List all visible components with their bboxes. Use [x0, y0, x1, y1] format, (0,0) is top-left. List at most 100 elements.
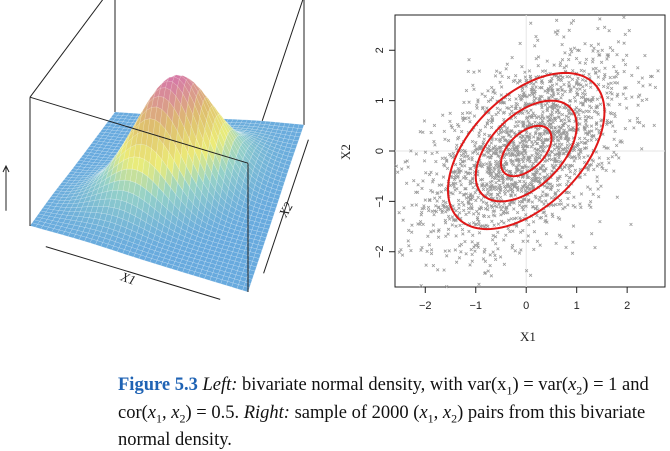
scatter-point: [597, 27, 600, 30]
scatter-point: [596, 180, 599, 183]
scatter-point: [493, 224, 496, 227]
scatter-point: [541, 70, 544, 73]
scatter-point: [492, 188, 495, 191]
scatter-point: [433, 213, 436, 216]
scatter-point: [569, 170, 572, 173]
scatter-point: [415, 153, 418, 156]
scatter-point: [494, 254, 497, 257]
scatter-point: [546, 173, 549, 176]
scatter-point: [550, 158, 553, 161]
figure-caption: Figure 5.3 Left: bivariate normal densit…: [118, 374, 663, 451]
scatter-point: [443, 269, 446, 272]
scatter-point: [572, 225, 575, 228]
scatter-point: [496, 197, 499, 200]
scatter-point: [495, 70, 498, 73]
scatter-point: [455, 234, 458, 237]
scatter-point: [459, 180, 462, 183]
scatter-point: [602, 85, 605, 88]
scatter-point: [448, 218, 451, 221]
scatter-point: [484, 260, 487, 263]
x-tick-label: −1: [469, 300, 482, 312]
scatter-point: [579, 117, 582, 120]
scatter-point: [435, 173, 438, 176]
scatter-point: [490, 274, 493, 277]
scatter-point: [592, 68, 595, 71]
scatter-point: [436, 268, 439, 271]
scatter-point: [521, 65, 524, 68]
scatter-point: [452, 152, 455, 155]
scatter-point: [478, 231, 481, 234]
scatter-point: [532, 83, 535, 86]
scatter-x-label-text: X1: [520, 329, 536, 344]
scatter-point: [444, 210, 447, 213]
scatter-point: [494, 75, 497, 78]
scatter-point: [602, 78, 605, 81]
scatter-point: [519, 42, 522, 45]
scatter-point: [584, 93, 587, 96]
scatter-point: [630, 96, 633, 99]
scatter-point: [495, 181, 498, 184]
scatter-point: [465, 252, 468, 255]
scatter-point: [518, 252, 521, 255]
scatter-point: [431, 152, 434, 155]
scatter-point: [573, 86, 576, 89]
scatter-point: [471, 140, 474, 143]
scatter-point: [402, 219, 405, 222]
scatter-point: [491, 96, 494, 99]
scatter-point: [555, 19, 558, 22]
scatter-point: [597, 50, 600, 53]
scatter-point: [480, 199, 483, 202]
scatter-point: [511, 244, 514, 247]
scatter-point: [437, 236, 440, 239]
scatter-point: [562, 36, 565, 39]
scatter-point: [506, 63, 509, 66]
scatter-point: [453, 129, 456, 132]
x-tick-label: 1: [574, 300, 580, 312]
scatter-point: [606, 92, 609, 95]
scatter-point: [545, 232, 548, 235]
scatter-point: [598, 70, 601, 73]
scatter-point: [491, 176, 494, 179]
scatter-point: [590, 139, 593, 142]
scatter-point: [411, 204, 414, 207]
scatter-point: [432, 264, 435, 267]
scatter-point: [560, 96, 563, 99]
scatter-point: [454, 189, 457, 192]
scatter-point: [585, 110, 588, 113]
scatter-point: [613, 76, 616, 79]
scatter-point: [558, 112, 561, 115]
scatter-point: [577, 113, 580, 116]
scatter-point: [499, 71, 502, 74]
scatter-point: [454, 174, 457, 177]
scatter-point: [458, 256, 461, 259]
scatter-point: [630, 223, 633, 226]
scatter-point: [606, 86, 609, 89]
scatter-point: [467, 70, 470, 73]
scatter-point: [624, 33, 627, 36]
scatter-point: [583, 156, 586, 159]
scatter-point: [601, 49, 604, 52]
scatter-point: [580, 141, 583, 144]
scatter-point: [511, 56, 514, 59]
scatter-point: [577, 77, 580, 80]
scatter-point: [522, 240, 525, 243]
scatter-point: [432, 230, 435, 233]
scatter-point: [464, 240, 467, 243]
scatter-point: [445, 254, 448, 257]
scatter-point: [410, 249, 413, 252]
scatter-point: [460, 243, 463, 246]
scatter-point: [514, 125, 517, 128]
scatter-point: [600, 61, 603, 64]
scatter-point: [559, 61, 562, 64]
scatter-point: [518, 120, 521, 123]
scatter-point: [470, 203, 473, 206]
scatter-point: [396, 171, 399, 174]
scatter-point: [522, 143, 525, 146]
scatter-point: [593, 110, 596, 113]
scatter-point: [431, 210, 434, 213]
scatter-point: [499, 196, 502, 199]
scatter-point: [500, 86, 503, 89]
scatter-point: [411, 224, 414, 227]
scatter-point: [500, 94, 503, 97]
scatter-point: [500, 208, 503, 211]
